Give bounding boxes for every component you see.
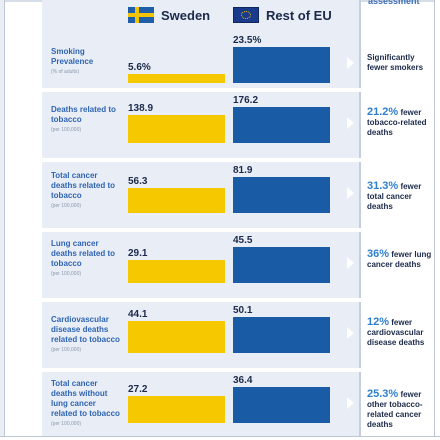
row-assessment: 25.3% fewer other tobacco-related cancer… [367, 389, 435, 430]
bar-sweden [128, 396, 225, 423]
value-label-rest-of-eu: 23.5% [233, 35, 262, 46]
row-label-text: Total cancer deaths without lung cancer … [51, 379, 120, 418]
chevron-right-icon [347, 57, 354, 69]
assessment-text: fewer other tobacco-related cancer death… [367, 390, 423, 429]
row-label: Total cancer deaths related to tobacco (p… [51, 171, 121, 210]
assessment-text: fewer lung cancer deaths [367, 250, 432, 269]
frame-left-margin [0, 0, 4, 440]
eu-flag-icon [233, 7, 259, 23]
row-label: Lung cancer deaths related to tobacco (pe… [51, 239, 121, 278]
row-label: Smoking Prevalence (% of adults) [51, 47, 121, 76]
row-assessment: 36% fewer lung cancer deaths [367, 249, 435, 270]
bar-rest-of-eu [233, 107, 330, 143]
bar-rest-of-eu [233, 317, 330, 353]
row-label: Deaths related to tobacco (per 100,000) [51, 105, 121, 134]
assessment-divider [359, 0, 361, 440]
legend-rest-of-eu-label: Rest of EU [266, 7, 332, 23]
value-label-sweden: 27.2 [128, 384, 148, 395]
row-label-text: Cardiovascular disease deaths related to… [51, 315, 120, 344]
row-assessment: 21.2% fewer tobacco-related deaths [367, 107, 435, 138]
bar-rest-of-eu [233, 47, 330, 83]
row-assessment: Significantly fewer smokers [367, 53, 435, 73]
row-label: Cardiovascular disease deaths related to… [51, 315, 121, 354]
value-label-rest-of-eu: 50.1 [233, 305, 253, 316]
row-separator [42, 158, 434, 162]
bar-sweden [128, 115, 225, 143]
row-unit: (% of adults) [51, 69, 80, 75]
value-label-sweden: 138.9 [128, 103, 154, 114]
row-unit: (per 100,000) [51, 127, 82, 133]
row-separator [42, 88, 434, 92]
row-unit: (per 100,000) [51, 347, 82, 353]
row-separator [42, 368, 434, 372]
row-unit: (per 100,000) [51, 203, 82, 209]
assessment-text: Significantly fewer smokers [367, 53, 424, 72]
row-unit: (per 100,000) [51, 421, 82, 427]
frame-right-margin [435, 0, 440, 440]
assessment-text: fewer cardiovascular disease deaths [367, 318, 425, 347]
row-label-text: Total cancer deaths related to tobacco [51, 171, 116, 200]
row-separator [42, 298, 434, 302]
value-label-sweden: 5.6% [128, 62, 151, 73]
row-unit: (per 100,000) [51, 271, 82, 277]
chevron-right-icon [347, 327, 354, 339]
value-label-sweden: 44.1 [128, 309, 148, 320]
value-label-sweden: 29.1 [128, 248, 148, 259]
row-assessment: 31.3% fewer total cancer deaths [367, 181, 435, 212]
frame-bottom-border [0, 436, 440, 440]
value-label-sweden: 56.3 [128, 176, 148, 187]
value-label-rest-of-eu: 45.5 [233, 235, 253, 246]
bar-sweden [128, 260, 225, 283]
row-label-text: Lung cancer deaths related to tobacco [51, 239, 116, 268]
assessment-header: assessment [368, 0, 420, 6]
assessment-text: fewer total cancer deaths [367, 182, 422, 211]
assessment-percent: 31.3% [367, 180, 399, 192]
row-assessment: 12% fewer cardiovascular disease deaths [367, 317, 435, 348]
row-label-text: Smoking Prevalence [51, 47, 94, 66]
assessment-text: fewer tobacco-related deaths [367, 108, 427, 137]
bar-rest-of-eu [233, 247, 330, 283]
row-label-text: Deaths related to tobacco [51, 105, 116, 124]
row-separator [42, 228, 434, 232]
bar-sweden [128, 188, 225, 213]
sweden-flag-icon [128, 7, 154, 23]
frame-left-border [4, 0, 5, 440]
chevron-right-icon [347, 257, 354, 269]
bar-sweden [128, 321, 225, 353]
assessment-percent: 36% [367, 248, 390, 260]
legend-sweden-label: Sweden [161, 7, 211, 23]
assessment-percent: 25.3% [367, 388, 399, 400]
bar-rest-of-eu [233, 177, 330, 213]
legend-sweden: Sweden [128, 5, 210, 25]
value-label-rest-of-eu: 36.4 [233, 375, 253, 386]
bar-sweden [128, 74, 225, 83]
row-label: Total cancer deaths without lung cancer … [51, 379, 121, 428]
value-label-rest-of-eu: 81.9 [233, 165, 253, 176]
assessment-percent: 21.2% [367, 106, 399, 118]
value-label-rest-of-eu: 176.2 [233, 95, 259, 106]
bar-rest-of-eu [233, 387, 330, 423]
legend-rest-of-eu: Rest of EU [233, 5, 332, 25]
chevron-right-icon [347, 397, 354, 409]
assessment-percent: 12% [367, 316, 390, 328]
frame-right-border [434, 0, 435, 440]
chevron-right-icon [347, 117, 354, 129]
chevron-right-icon [347, 187, 354, 199]
